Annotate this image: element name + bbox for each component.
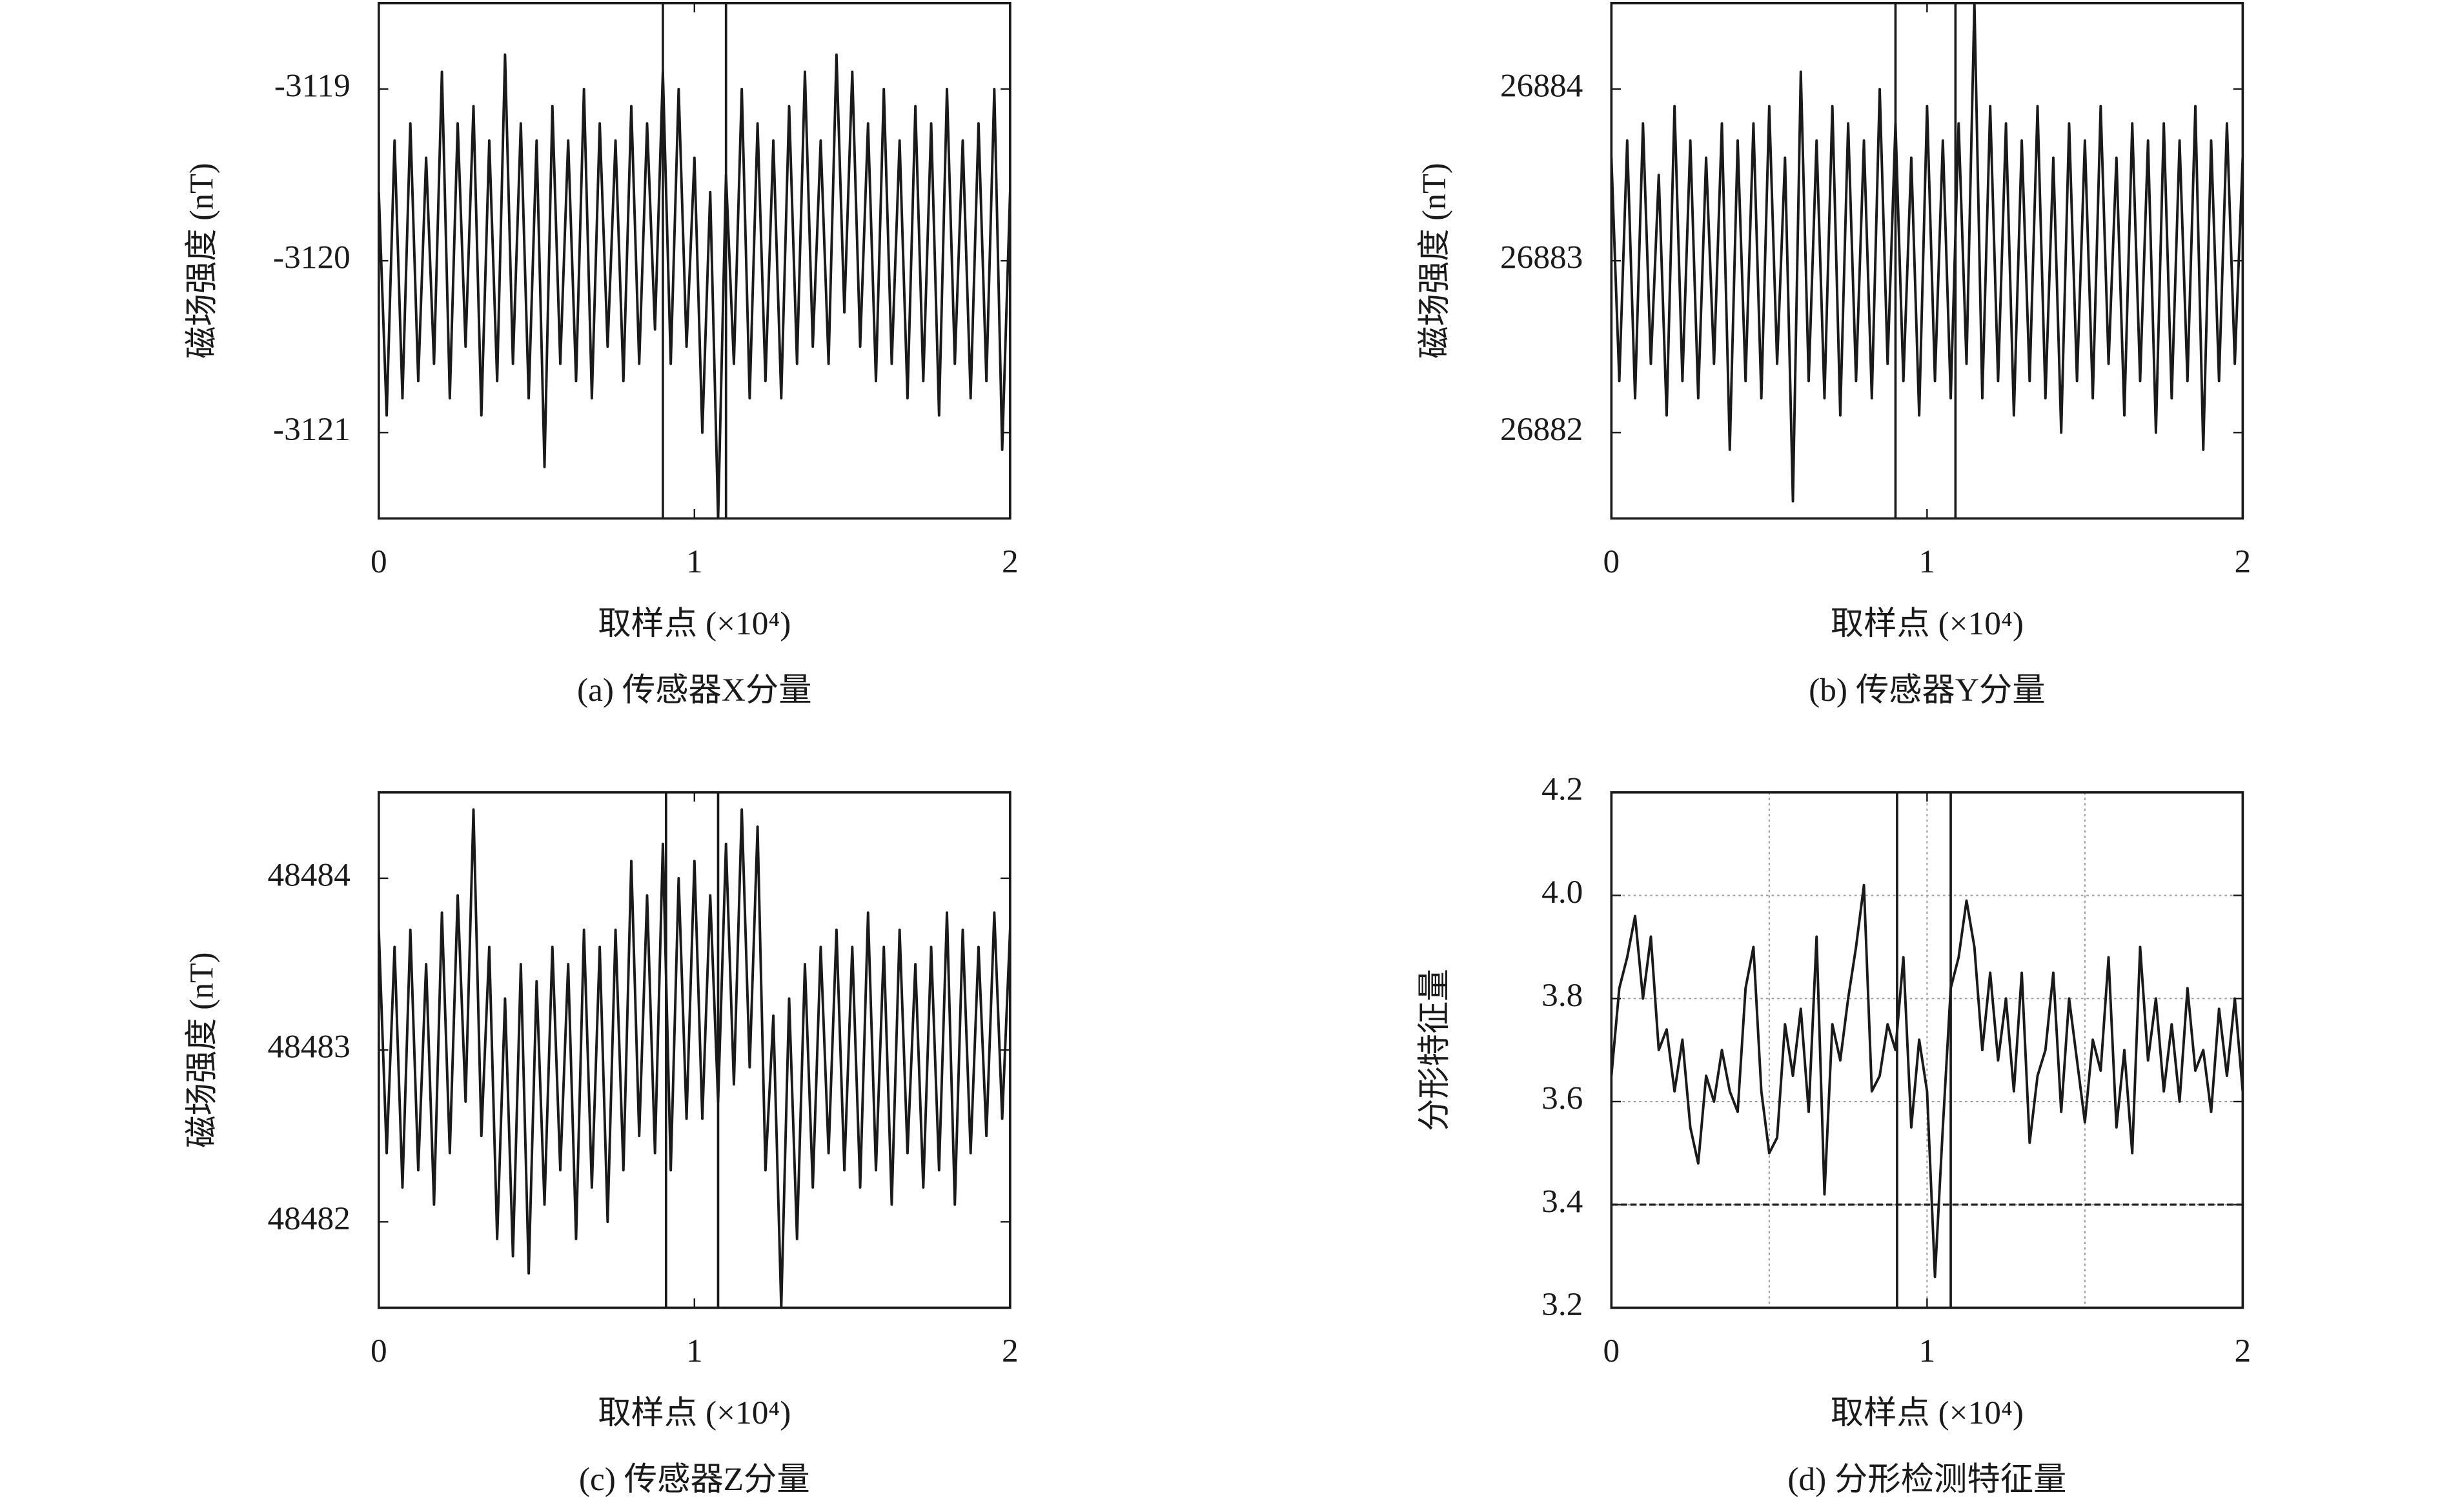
- caption: (d) 分形检测特征量: [1787, 1461, 2066, 1497]
- data-line: [378, 808, 1010, 1308]
- x-tick-label: 0: [1603, 543, 1620, 579]
- x-axis-label: 取样点 (×10⁴): [598, 605, 791, 641]
- y-tick-label: -3120: [273, 239, 351, 275]
- x-tick-label: 0: [371, 543, 387, 579]
- x-axis-label: 取样点 (×10⁴): [1831, 1395, 2024, 1430]
- data-line: [1611, 883, 2243, 1278]
- data-line: [378, 53, 1010, 519]
- x-tick-label: 1: [1919, 1333, 1936, 1368]
- caption: (a) 传感器X分量: [577, 672, 812, 707]
- y-tick-label: 4.2: [1541, 771, 1583, 807]
- y-tick-label: 48484: [267, 857, 350, 892]
- x-tick-label: 2: [1002, 1333, 1019, 1368]
- y-tick-label: 26882: [1500, 411, 1583, 447]
- x-tick-label: 2: [2235, 1333, 2252, 1368]
- plot-frame: [377, 1, 1012, 520]
- y-axis-label: 分形特征量: [1416, 969, 1453, 1131]
- x-axis-label: 取样点 (×10⁴): [598, 1395, 791, 1430]
- y-tick-label: 3.8: [1541, 977, 1583, 1013]
- y-tick-label: 48483: [267, 1029, 350, 1064]
- y-tick-label: 3.4: [1541, 1184, 1583, 1219]
- x-tick-label: 0: [1603, 1333, 1620, 1368]
- y-tick-label: 3.2: [1541, 1286, 1583, 1322]
- plot-frame: [1610, 791, 2244, 1309]
- x-tick-label: 1: [686, 1333, 703, 1368]
- y-tick-label: -3119: [274, 68, 351, 103]
- x-tick-label: 0: [371, 1333, 387, 1368]
- x-axis-label: 取样点 (×10⁴): [1831, 605, 2024, 641]
- y-axis-label: 磁场强度 (nT): [1416, 163, 1453, 358]
- x-tick-label: 2: [1002, 543, 1019, 579]
- y-tick-label: 4.0: [1541, 874, 1583, 910]
- y-tick-label: 26883: [1500, 239, 1583, 275]
- plot-frame: [1610, 1, 2244, 520]
- y-axis-label: 磁场强度 (nT): [183, 163, 220, 358]
- y-tick-label: 48482: [267, 1200, 350, 1236]
- x-tick-label: 2: [2235, 543, 2252, 579]
- y-axis-label: 磁场强度 (nT): [183, 952, 220, 1147]
- data-line: [1611, 3, 2243, 503]
- y-tick-label: -3121: [273, 411, 351, 447]
- y-tick-label: 3.6: [1541, 1080, 1583, 1116]
- x-tick-label: 1: [1919, 543, 1936, 579]
- caption: (b) 传感器Y分量: [1809, 672, 2045, 707]
- plot-frame: [377, 791, 1012, 1309]
- caption: (c) 传感器Z分量: [579, 1461, 810, 1497]
- x-tick-label: 1: [686, 543, 703, 579]
- y-tick-label: 26884: [1500, 68, 1583, 103]
